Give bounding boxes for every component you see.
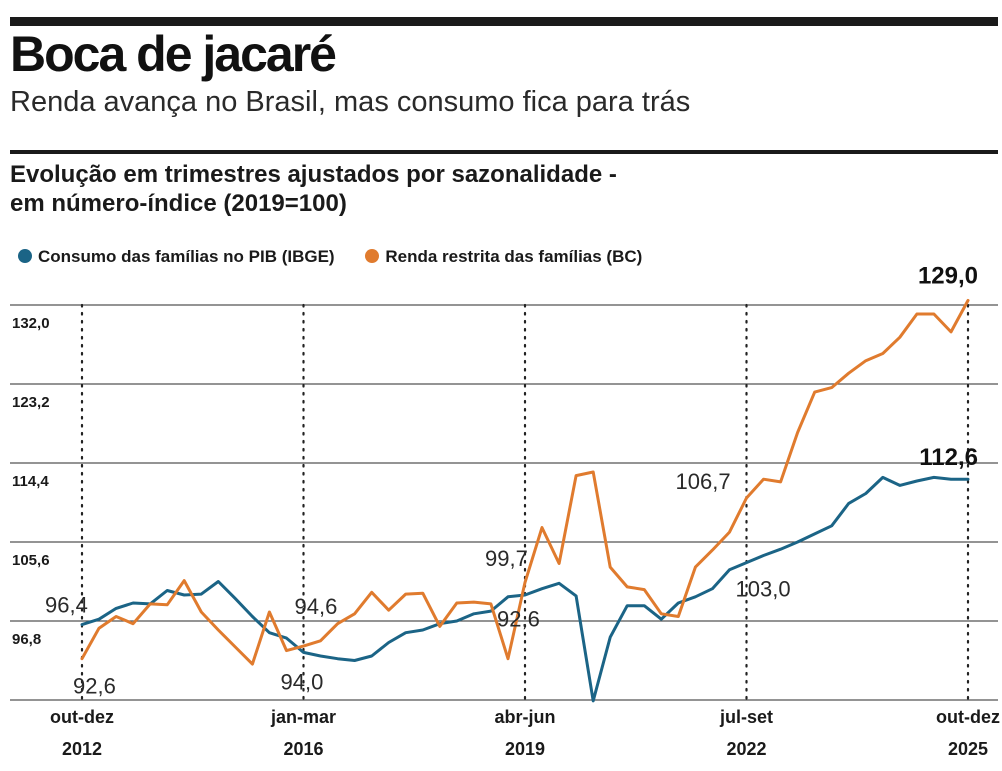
chart-title: Evolução em trimestres ajustados por saz… xyxy=(10,160,617,218)
y-tick-label-1: 96,8 xyxy=(12,631,41,648)
chart-legend: Consumo das famílias no PIB (IBGE) Renda… xyxy=(18,246,668,268)
page-subtitle: Renda avança no Brasil, mas consumo fica… xyxy=(10,86,691,118)
legend-label-consumo: Consumo das famílias no PIB (IBGE) xyxy=(38,247,335,266)
legend-swatch-consumo xyxy=(18,249,32,263)
x-tick-label-1: jan-mar xyxy=(270,707,336,727)
chart-title-line-2: em número-índice (2019=100) xyxy=(10,190,347,217)
page-title: Boca de jacaré xyxy=(10,26,337,82)
data-label-6: 106,7 xyxy=(676,469,731,494)
legend-item-consumo: Consumo das famílias no PIB (IBGE) xyxy=(18,246,335,268)
x-tick-year-3: 2022 xyxy=(726,739,766,759)
legend-label-renda: Renda restrita das famílias (BC) xyxy=(385,247,643,266)
data-label-3: 94,0 xyxy=(281,669,324,694)
x-tick-year-0: 2012 xyxy=(62,739,102,759)
x-tick-label-3: jul-set xyxy=(719,707,773,727)
legend-swatch-renda xyxy=(365,249,380,263)
data-label-2: 94,6 xyxy=(295,594,338,619)
data-label-5: 92,6 xyxy=(497,606,540,631)
data-label-0: 96,4 xyxy=(45,593,88,618)
x-tick-label-2: abr-jun xyxy=(495,707,556,727)
section-rule xyxy=(10,150,998,154)
x-tick-year-1: 2016 xyxy=(283,739,323,759)
y-tick-label-4: 123,2 xyxy=(12,394,50,411)
data-label-7: 103,0 xyxy=(736,577,791,602)
x-tick-label-0: out-dez xyxy=(50,707,114,727)
x-tick-year-2: 2019 xyxy=(505,739,545,759)
y-tick-label-5: 132,0 xyxy=(12,315,50,332)
top-rule xyxy=(10,17,998,26)
y-tick-label-2: 105,6 xyxy=(12,552,50,569)
data-label-9: 112,6 xyxy=(919,444,978,471)
data-label-1: 92,6 xyxy=(73,674,116,699)
x-tick-label-4: out-dez xyxy=(936,707,1000,727)
legend-item-renda: Renda restrita das famílias (BC) xyxy=(365,246,642,268)
series-line-renda xyxy=(80,299,970,666)
data-label-4: 99,7 xyxy=(485,546,528,571)
y-tick-label-3: 114,4 xyxy=(12,473,49,490)
chart-title-line-1: Evolução em trimestres ajustados por saz… xyxy=(10,161,617,188)
data-label-8: 129,0 xyxy=(918,263,978,290)
series-line-consumo xyxy=(80,475,970,703)
x-tick-year-4: 2025 xyxy=(948,739,988,759)
